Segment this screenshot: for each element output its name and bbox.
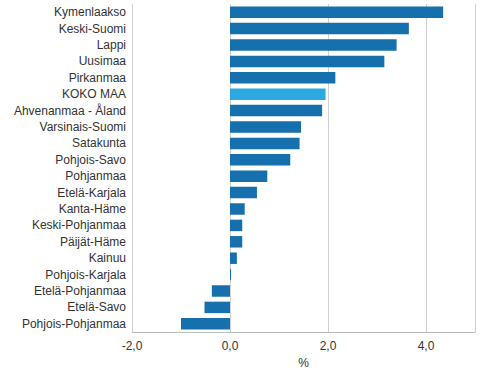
svg-text:Pohjois-Karjala: Pohjois-Karjala [45,268,126,282]
svg-text:Pohjois-Savo: Pohjois-Savo [55,153,126,167]
svg-text:2,0: 2,0 [320,339,337,353]
svg-text:Satakunta: Satakunta [72,136,126,150]
svg-text:Etelä-Savo: Etelä-Savo [67,300,126,314]
svg-text:-2,0: -2,0 [122,339,143,353]
svg-text:0,0: 0,0 [222,339,239,353]
svg-text:%: % [298,356,309,370]
svg-text:Kanta-Häme: Kanta-Häme [59,202,127,216]
svg-text:Etelä-Pohjanmaa: Etelä-Pohjanmaa [34,284,126,298]
svg-text:Kymenlaakso: Kymenlaakso [54,5,126,19]
svg-text:Uusimaa: Uusimaa [79,54,127,68]
svg-text:Lappi: Lappi [97,38,126,52]
svg-text:Pohjois-Pohjanmaa: Pohjois-Pohjanmaa [22,317,126,331]
svg-text:Pirkanmaa: Pirkanmaa [69,71,127,85]
svg-text:Pohjanmaa: Pohjanmaa [65,169,126,183]
svg-text:Keski-Suomi: Keski-Suomi [59,22,126,36]
svg-text:Päijät-Häme: Päijät-Häme [60,235,126,249]
svg-text:Ahvenanmaa - Åland: Ahvenanmaa - Åland [14,103,126,118]
svg-text:Varsinais-Suomi: Varsinais-Suomi [40,120,126,134]
svg-text:KOKO MAA: KOKO MAA [62,87,126,101]
svg-text:Keski-Pohjanmaa: Keski-Pohjanmaa [32,218,126,232]
svg-text:4,0: 4,0 [418,339,435,353]
svg-text:Etelä-Karjala: Etelä-Karjala [57,186,126,200]
svg-text:Kainuu: Kainuu [89,251,126,265]
